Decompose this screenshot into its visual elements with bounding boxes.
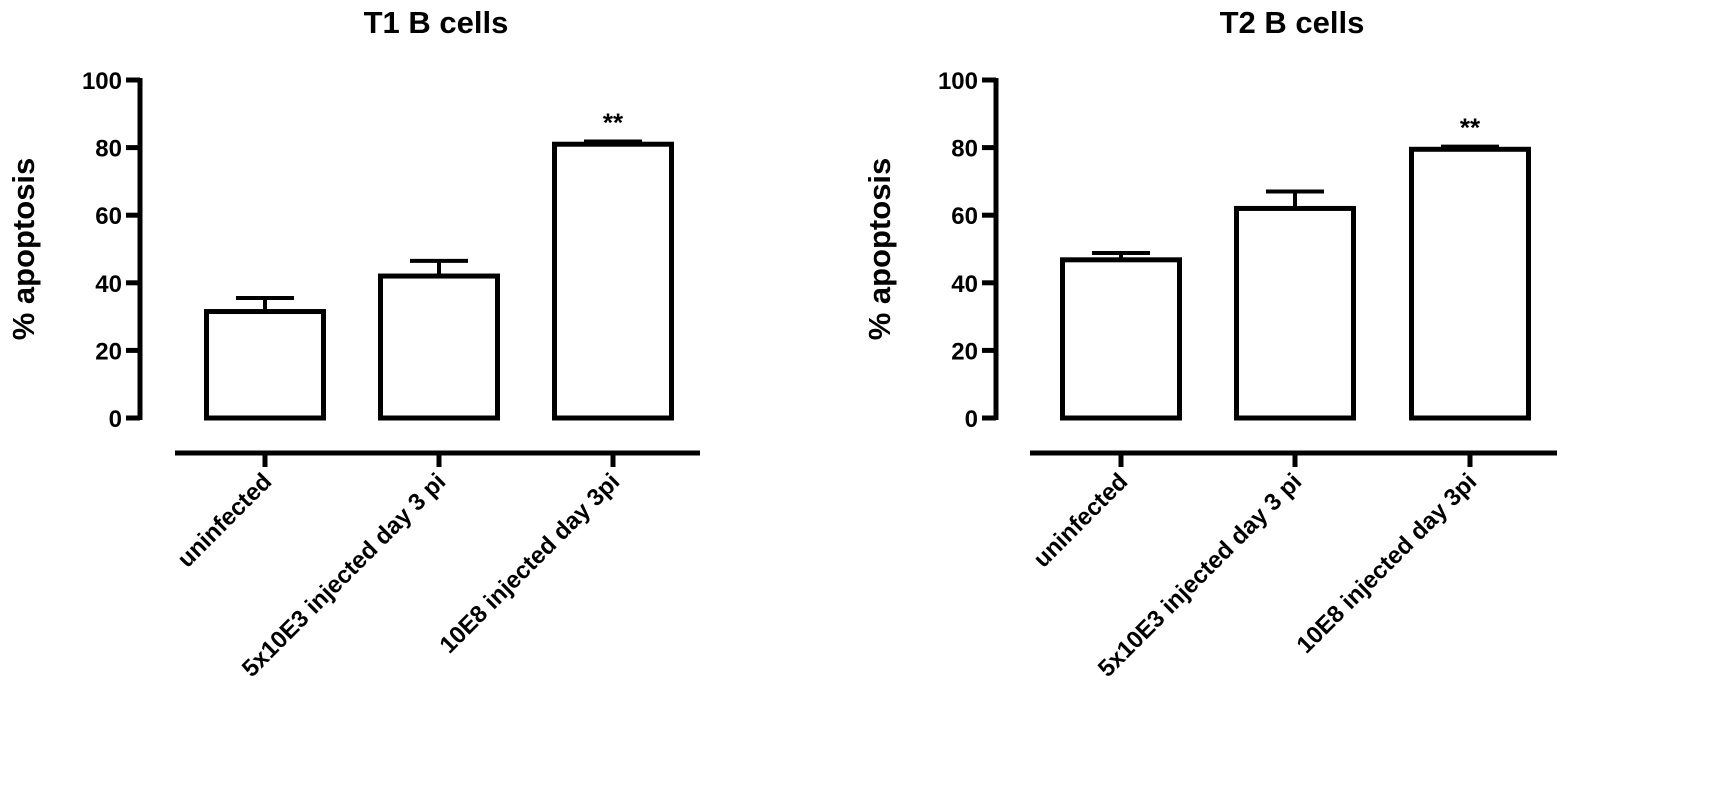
x-tick-label: uninfected xyxy=(1028,468,1133,573)
y-axis-label: % apoptosis xyxy=(862,158,897,341)
x-tick-label: 10E8 injected day 3pi xyxy=(1291,468,1482,659)
bar xyxy=(552,141,674,421)
bar xyxy=(1409,146,1531,421)
x-tick-label: 10E8 injected day 3pi xyxy=(434,468,625,659)
chart-panel-t1: T1 B cells % apoptosis 0 20 40 60 80 100 uninfec… xyxy=(6,5,700,683)
y-tick-label: 0 xyxy=(965,406,978,433)
y-tick-label: 60 xyxy=(95,203,122,230)
bar xyxy=(204,309,326,421)
y-tick-label: 80 xyxy=(95,136,122,163)
chart-title: T2 B cells xyxy=(1220,5,1365,40)
y-tick-label: 60 xyxy=(951,203,978,230)
y-axis-label: % apoptosis xyxy=(6,158,41,341)
x-tick-label: uninfected xyxy=(172,468,277,573)
y-tick-label: 40 xyxy=(95,271,122,298)
y-tick-label: 100 xyxy=(938,68,978,95)
chart-title: T1 B cells xyxy=(364,5,509,40)
y-tick-label: 80 xyxy=(951,136,978,163)
chart-panel-t2: T2 B cells % apoptosis 0 20 40 60 80 100 uninfec… xyxy=(862,5,1557,683)
bar xyxy=(1060,257,1182,421)
x-tick-label: 5x10E3 injected day 3 pi xyxy=(237,468,451,682)
bar xyxy=(378,273,500,421)
bar xyxy=(1234,205,1356,421)
significance-annotation: ** xyxy=(1460,113,1481,143)
significance-annotation: ** xyxy=(603,108,624,138)
y-tick-label: 20 xyxy=(95,338,122,365)
x-tick-label: 5x10E3 injected day 3 pi xyxy=(1093,468,1307,682)
y-tick-label: 100 xyxy=(82,68,122,95)
y-tick-label: 40 xyxy=(951,271,978,298)
y-tick-label: 20 xyxy=(951,338,978,365)
y-tick-label: 0 xyxy=(109,406,122,433)
